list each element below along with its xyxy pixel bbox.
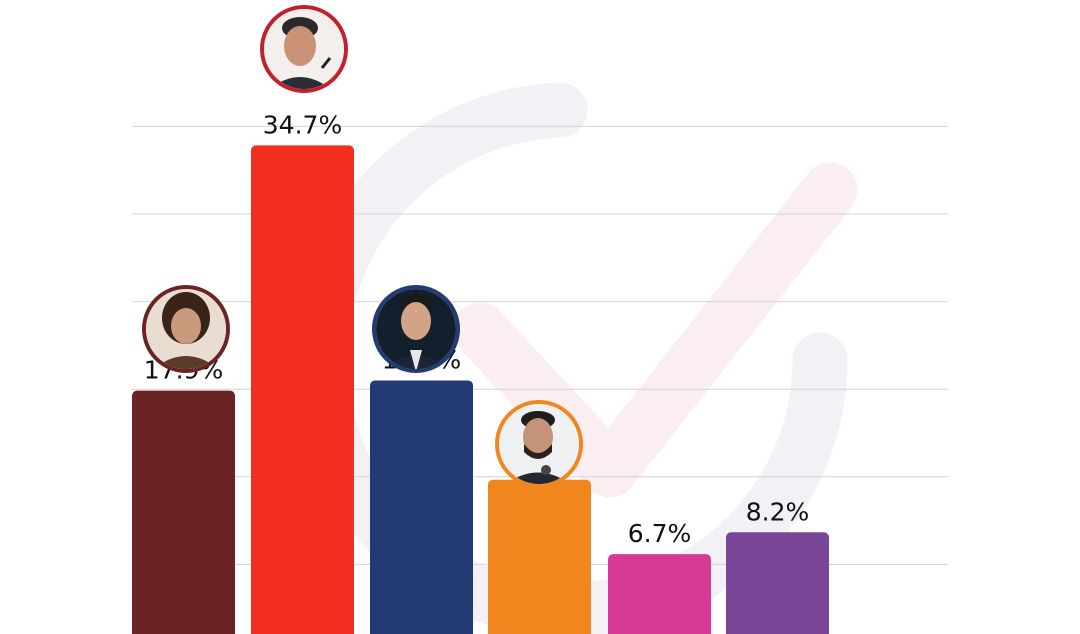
bar: [370, 380, 473, 634]
bar: [132, 390, 235, 634]
bar: [608, 554, 711, 634]
avatar-woman-curly-hair-icon: [142, 285, 230, 373]
bar: [726, 532, 829, 634]
avatar-man-dark-suit-icon: [372, 285, 460, 373]
bar: [488, 479, 591, 634]
value-label: 6.7%: [628, 519, 692, 548]
bar: [251, 145, 354, 634]
bars: [132, 145, 829, 634]
avatar-man-microphone-icon: [260, 5, 348, 93]
avatar-man-beard-microphone-icon: [495, 400, 583, 488]
watermark-check: [452, 162, 858, 498]
value-label: 8.2%: [746, 497, 810, 526]
value-label: 34.7%: [263, 110, 342, 139]
